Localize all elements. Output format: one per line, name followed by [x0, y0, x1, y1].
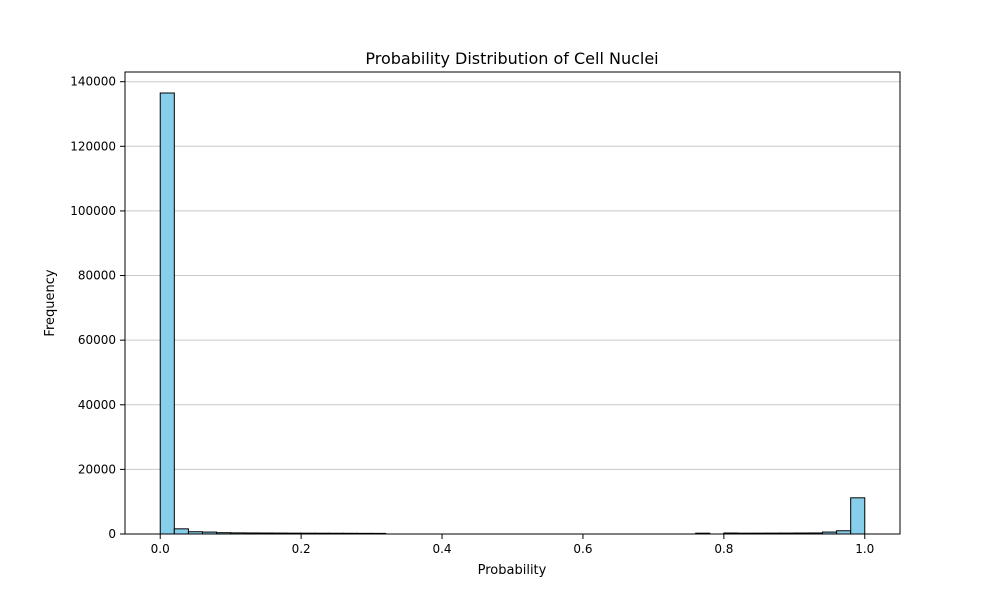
y-axis: 0 20000 40000 60000 80000 100000 120000 140000	[70, 75, 125, 541]
y-tick-label: 100000	[70, 204, 116, 218]
histogram-bars	[159, 92, 866, 535]
y-tick-label: 120000	[70, 139, 116, 153]
x-tick-label: 0.4	[432, 542, 451, 556]
x-axis: 0.0 0.2 0.4 0.6 0.8 1.0	[151, 534, 874, 556]
histogram-bar	[159, 92, 175, 535]
y-tick-label: 40000	[78, 398, 116, 412]
y-tick-label: 60000	[78, 333, 116, 347]
x-axis-label: Probability	[478, 563, 547, 578]
x-tick-label: 0.0	[151, 542, 170, 556]
y-tick-label: 80000	[78, 269, 116, 283]
grid-lines	[125, 81, 900, 470]
x-tick-label: 0.8	[714, 542, 733, 556]
chart-title: Probability Distribution of Cell Nuclei	[365, 49, 658, 68]
x-tick-label: 0.2	[292, 542, 311, 556]
y-tick-label: 20000	[78, 462, 116, 476]
histogram-bar	[850, 497, 866, 535]
x-tick-label: 0.6	[573, 542, 592, 556]
x-tick-label: 1.0	[855, 542, 874, 556]
plot-frame	[124, 71, 901, 535]
y-tick-label: 0	[108, 527, 116, 541]
y-axis-label: Frequency	[43, 269, 58, 336]
y-tick-label: 140000	[70, 75, 116, 89]
histogram-bar	[173, 528, 189, 535]
